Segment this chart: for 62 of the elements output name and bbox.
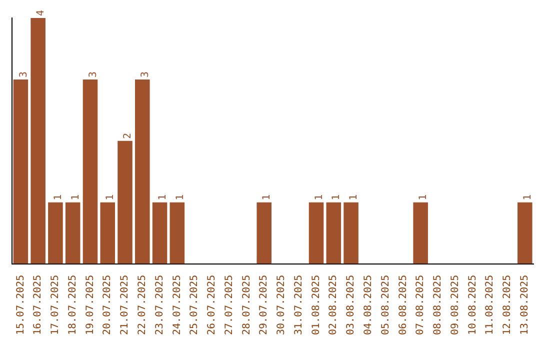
x-tick-label: 23.07.2025 xyxy=(154,274,166,336)
data-label: 1 xyxy=(174,194,186,200)
x-tick-label: 12.08.2025 xyxy=(502,274,514,336)
x-tick-label: 07.08.2025 xyxy=(415,274,426,336)
x-tick-label: 06.08.2025 xyxy=(398,274,409,336)
x-tick-label: 20.07.2025 xyxy=(102,274,114,336)
data-label: 1 xyxy=(522,194,534,200)
x-tick-label: 19.07.2025 xyxy=(84,274,96,336)
bar xyxy=(518,202,532,264)
x-tick-label: 04.08.2025 xyxy=(363,274,374,336)
x-tick-label: 25.07.2025 xyxy=(189,274,200,336)
x-tick-label: 01.08.2025 xyxy=(310,274,322,336)
bar xyxy=(135,79,150,264)
data-label: 2 xyxy=(122,132,134,139)
bar xyxy=(170,202,185,264)
x-tick-label: 18.07.2025 xyxy=(67,274,78,336)
bar xyxy=(344,202,358,264)
x-tick-label: 27.07.2025 xyxy=(224,274,235,336)
bar xyxy=(82,79,98,264)
data-label: 1 xyxy=(348,194,360,200)
bar xyxy=(118,140,132,264)
x-tick-label: 22.07.2025 xyxy=(136,274,148,336)
bar xyxy=(48,202,63,264)
data-label: 1 xyxy=(157,194,168,200)
bar xyxy=(256,202,272,264)
data-label: 3 xyxy=(140,71,151,78)
data-label: 1 xyxy=(262,194,273,200)
bar xyxy=(65,202,80,264)
x-tick-label: 28.07.2025 xyxy=(241,274,252,336)
bar xyxy=(308,202,324,264)
x-tick-label: 10.08.2025 xyxy=(467,274,478,336)
x-tick-label: 13.08.2025 xyxy=(519,274,530,336)
x-tick-label: 29.07.2025 xyxy=(258,274,270,336)
x-tick-label: 02.08.2025 xyxy=(328,274,340,336)
data-label: 1 xyxy=(105,194,116,200)
x-tick-label: 16.07.2025 xyxy=(32,274,44,336)
x-tick-label: 24.07.2025 xyxy=(172,274,183,336)
bar xyxy=(100,202,116,264)
x-tick-label: 21.07.2025 xyxy=(120,274,131,336)
x-tick-label: 09.08.2025 xyxy=(450,274,461,336)
bar xyxy=(30,18,46,264)
x-tick-label: 03.08.2025 xyxy=(346,274,357,336)
x-tick-label: 26.07.2025 xyxy=(206,274,218,336)
x-tick-label: 30.07.2025 xyxy=(276,274,288,336)
x-tick-label: 15.07.2025 xyxy=(15,274,26,336)
bar xyxy=(13,79,28,264)
data-label: 3 xyxy=(18,71,30,78)
data-label: 1 xyxy=(314,194,325,200)
x-tick-label: 11.08.2025 xyxy=(484,274,496,336)
data-label: 1 xyxy=(418,194,430,200)
bar xyxy=(326,202,342,264)
data-label: 4 xyxy=(36,10,47,16)
bar xyxy=(413,202,428,264)
x-tick-label: 17.07.2025 xyxy=(50,274,62,336)
data-label: 1 xyxy=(331,194,342,200)
data-label: 3 xyxy=(88,71,99,78)
data-label: 1 xyxy=(53,194,64,200)
x-tick-label: 05.08.2025 xyxy=(380,274,392,336)
x-tick-label: 31.07.2025 xyxy=(293,274,304,336)
bar xyxy=(152,202,168,264)
x-tick-label: 08.08.2025 xyxy=(432,274,444,336)
data-label: 1 xyxy=(70,194,82,200)
